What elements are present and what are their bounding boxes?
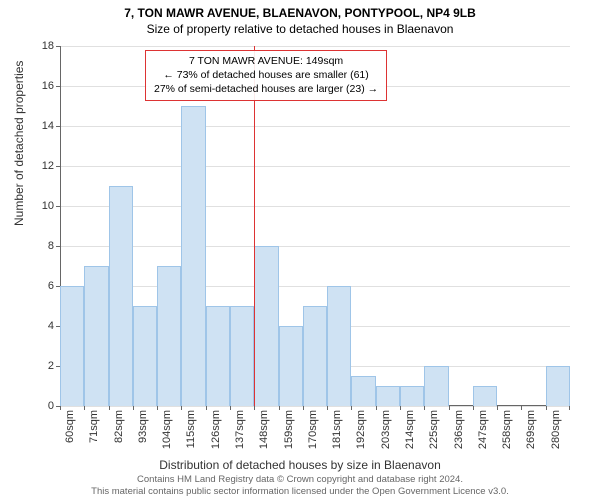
y-tick-label: 16: [24, 80, 54, 92]
page-subtitle: Size of property relative to detached ho…: [0, 20, 600, 36]
footer-line1: Contains HM Land Registry data © Crown c…: [0, 474, 600, 486]
x-tick-label: 214sqm: [404, 410, 416, 449]
x-tick-label: 170sqm: [307, 410, 319, 449]
page-title-address: 7, TON MAWR AVENUE, BLAENAVON, PONTYPOOL…: [0, 0, 600, 20]
attribution-footer: Contains HM Land Registry data © Crown c…: [0, 474, 600, 498]
histogram-bar: [157, 266, 181, 406]
x-tick-label: 159sqm: [283, 410, 295, 449]
x-tick-label: 225sqm: [428, 410, 440, 449]
y-tick-label: 14: [24, 120, 54, 132]
x-tick-label: 137sqm: [234, 410, 246, 449]
x-tick-label: 280sqm: [550, 410, 562, 449]
y-tick-label: 0: [24, 400, 54, 412]
y-tick-label: 8: [24, 240, 54, 252]
callout-line2: ← 73% of detached houses are smaller (61…: [154, 68, 378, 82]
histogram-bar: [181, 106, 205, 406]
histogram-bar: [230, 306, 254, 406]
chart-plot-area: 02468101214161860sqm71sqm82sqm93sqm104sq…: [60, 46, 570, 406]
x-tick-label: 148sqm: [258, 410, 270, 449]
histogram-bar: [546, 366, 570, 406]
x-tick-label: 60sqm: [64, 410, 76, 443]
x-tick-label: 93sqm: [137, 410, 149, 443]
callout-line3: 27% of semi-detached houses are larger (…: [154, 82, 378, 96]
property-callout-box: 7 TON MAWR AVENUE: 149sqm← 73% of detach…: [145, 50, 387, 101]
x-tick-label: 203sqm: [380, 410, 392, 449]
x-tick-label: 104sqm: [161, 410, 173, 449]
x-tick-label: 181sqm: [331, 410, 343, 449]
histogram-bar: [400, 386, 424, 406]
x-tick-label: 258sqm: [501, 410, 513, 449]
y-tick-label: 2: [24, 360, 54, 372]
histogram-bar: [84, 266, 108, 406]
histogram-bar: [133, 306, 157, 406]
footer-line2: This material contains public sector inf…: [0, 486, 600, 498]
x-tick-label: 115sqm: [185, 410, 197, 448]
y-tick-label: 6: [24, 280, 54, 292]
histogram-bar: [279, 326, 303, 406]
histogram-bar: [376, 386, 400, 406]
y-tick-label: 18: [24, 40, 54, 52]
histogram-bar: [424, 366, 448, 406]
histogram-bar: [109, 186, 133, 406]
histogram-bar: [60, 286, 84, 406]
y-tick-label: 4: [24, 320, 54, 332]
histogram-bar: [473, 386, 497, 406]
x-tick-label: 82sqm: [113, 410, 125, 443]
y-tick-label: 12: [24, 160, 54, 172]
x-tick-label: 269sqm: [525, 410, 537, 449]
histogram-bar: [206, 306, 230, 406]
histogram-bar: [303, 306, 327, 406]
x-tick-label: 247sqm: [477, 410, 489, 449]
x-axis-label: Distribution of detached houses by size …: [0, 458, 600, 472]
histogram-bar: [351, 376, 375, 406]
histogram-bar: [254, 246, 278, 406]
x-tick-label: 71sqm: [88, 410, 100, 443]
x-tick-label: 126sqm: [210, 410, 222, 449]
callout-line1: 7 TON MAWR AVENUE: 149sqm: [154, 54, 378, 68]
y-tick-label: 10: [24, 200, 54, 212]
x-tick-label: 192sqm: [355, 410, 367, 449]
x-tick-label: 236sqm: [453, 410, 465, 449]
histogram-bar: [327, 286, 351, 406]
